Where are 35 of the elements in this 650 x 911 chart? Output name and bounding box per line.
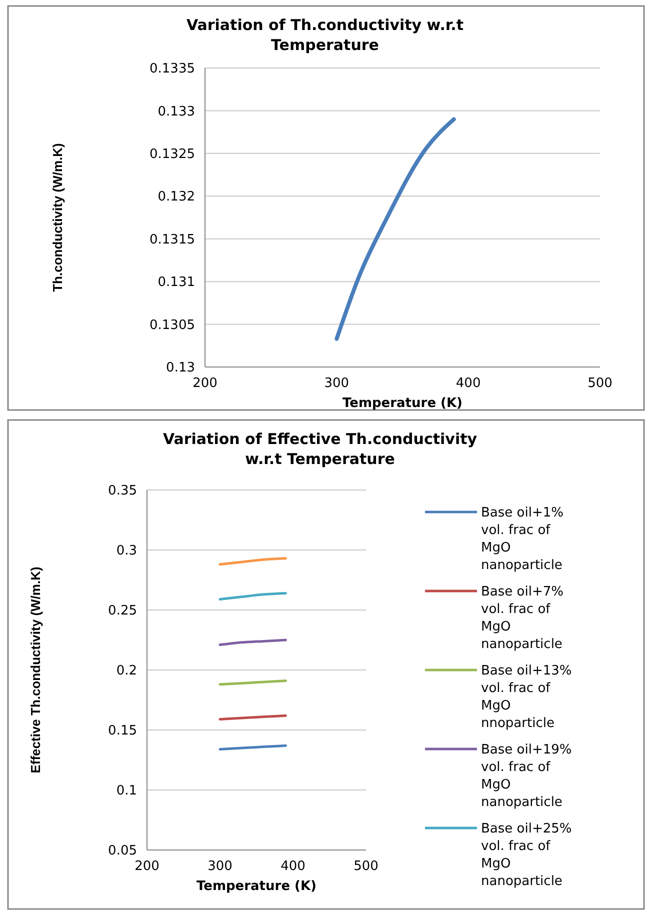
legend-label: Base oil+19% vol. frac of MgO nanoparticle xyxy=(481,742,572,810)
x-tick-label: 300 xyxy=(324,376,350,391)
x-axis-title: Temperature (K) xyxy=(196,879,316,894)
x-tick-label: 300 xyxy=(208,859,232,874)
y-tick-label: 0.1 xyxy=(116,784,137,799)
x-tick-label: 500 xyxy=(588,376,612,391)
y-axis-title: Effective Th.conductivity (W/m.K) xyxy=(28,566,43,774)
x-tick-label: 500 xyxy=(354,859,378,874)
y-tick-label: 0.35 xyxy=(108,484,137,499)
y-tick-label: 0.132 xyxy=(158,190,195,205)
y-tick-label: 0.1335 xyxy=(150,62,195,77)
legend-label: Base oil+25% vol. frac of MgO nanoparticle xyxy=(481,822,572,890)
y-tick-label: 0.25 xyxy=(108,604,137,619)
y-tick-label: 0.1315 xyxy=(150,232,195,248)
x-tick-label: 200 xyxy=(192,376,218,391)
line-series xyxy=(334,117,456,341)
y-tick-label: 0.2 xyxy=(116,664,137,679)
y-tick-label: 0.15 xyxy=(108,724,137,739)
x-axis-title: Temperature (K) xyxy=(342,396,462,411)
y-tick-label: 0.1305 xyxy=(150,318,195,333)
x-tick-label: 200 xyxy=(134,859,160,874)
x-tick-label: 400 xyxy=(456,376,481,391)
legend-label: Base oil+13% vol. frac of MgO nnoparticle xyxy=(481,664,572,732)
chart-title: Variation of Th.conductivity w.r.t Temperature xyxy=(186,16,464,54)
y-tick-label: 0.133 xyxy=(158,104,195,120)
legend-label: Base oil+1% vol. frac of MgO nanoparticle xyxy=(481,506,564,574)
chart-title: Variation of Effective Th.conductivity w.r.t Temperature xyxy=(162,430,478,468)
x-tick-label: 400 xyxy=(280,859,306,874)
y-tick-label: 0.3 xyxy=(116,544,137,559)
y-tick-label: 0.1325 xyxy=(150,146,195,162)
y-axis-title: Th.conductivity (W/m.K) xyxy=(50,143,65,292)
legend-label: Base oil+7% vol. frac of MgO nanoparticle xyxy=(481,584,564,652)
y-tick-label: 0.131 xyxy=(158,275,195,290)
y-tick-label: 0.13 xyxy=(166,360,195,376)
y-tick-label: 0.05 xyxy=(108,844,137,859)
